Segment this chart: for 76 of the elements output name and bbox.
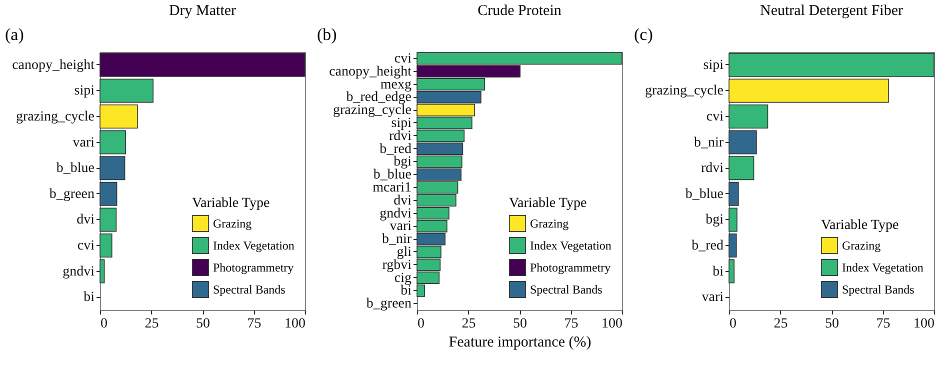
y-tick-label: canopy_height [12, 58, 95, 73]
y-tick-label: grazing_cycle [332, 103, 412, 118]
legend-label: Photogrammetry [213, 260, 294, 274]
x-tick-label: 25 [774, 316, 788, 332]
y-tick-label: bgi [394, 154, 412, 170]
x-tick-label: 25 [144, 316, 159, 332]
x-tick-label: 50 [196, 316, 210, 332]
x-tick-label: 100 [914, 316, 934, 332]
y-tick-label: rgbvi [382, 258, 412, 273]
y-tick-label: mcari1 [372, 180, 412, 196]
y-tick-label: gndvi [380, 206, 412, 222]
text: (b) [317, 25, 337, 44]
legend-label: Grazing [213, 216, 252, 230]
y-tick-label: b_nir [382, 232, 412, 248]
y-tick-label: b_blue [373, 168, 412, 183]
chart-title: Crude Protein [478, 3, 562, 19]
y-tick-label: sipi [74, 84, 95, 99]
legend-label: Spectral Bands [842, 282, 915, 296]
y-tick-label: b_blue [56, 161, 94, 176]
x-axis-title: Feature importance (%) [448, 334, 592, 350]
y-tick-label: b_blue [685, 186, 724, 202]
y-tick-label: grazing_cycle [644, 84, 724, 99]
x-tick-label: 25 [462, 316, 476, 332]
y-tick-label: rdvi [700, 161, 724, 176]
text: (a) [5, 25, 24, 44]
y-tick-label: b_green [366, 296, 412, 312]
x-tick-label: 75 [564, 316, 578, 332]
y-tick-label: vari [72, 135, 95, 150]
legend-label: Photogrammetry [530, 260, 611, 274]
legend-label: Index Vegetation [530, 238, 612, 252]
y-tick-label: cvi [394, 51, 412, 66]
x-tick-label: 100 [602, 316, 622, 332]
x-tick-label: 0 [730, 316, 736, 332]
y-tick-label: bgi [706, 212, 724, 228]
x-tick-label: 0 [100, 316, 108, 332]
chart-title: Dry Matter [168, 3, 236, 19]
y-tick-label: dvi [76, 212, 95, 228]
legend-title: Variable Type [509, 196, 587, 211]
y-tick-label: b_nir [694, 135, 724, 150]
y-tick-label: gli [396, 244, 412, 260]
x-tick-label: 100 [284, 316, 306, 332]
legend-label: Spectral Bands [213, 282, 286, 296]
y-tick-label: bi [400, 284, 412, 299]
y-tick-label: b_red [692, 238, 724, 254]
y-tick-label: b_green [49, 186, 94, 202]
x-tick-label: 75 [876, 316, 890, 332]
y-tick-label: cvi [77, 238, 95, 254]
y-tick-label: vari [390, 219, 412, 234]
legend-label: Index Vegetation [842, 260, 924, 274]
x-tick-label: 50 [513, 316, 527, 332]
y-tick-label: sipi [391, 116, 412, 131]
y-tick-label: rdvi [388, 128, 412, 144]
x-tick-label: 0 [418, 316, 424, 332]
text: (c) [634, 25, 653, 44]
y-tick-label: gndvi [62, 264, 95, 280]
x-tick-label: 50 [825, 316, 839, 332]
x-tick-label: 75 [247, 316, 262, 332]
legend-label: Grazing [530, 216, 569, 230]
y-tick-label: mexg [380, 77, 412, 92]
y-tick-label: bi [84, 290, 95, 306]
legend-label: Grazing [842, 238, 881, 252]
legend-title: Variable Type [821, 218, 899, 233]
y-tick-label: b_red [380, 142, 412, 157]
y-tick-label: cig [394, 270, 412, 286]
y-tick-label: grazing_cycle [16, 110, 94, 124]
y-tick-label: vari [702, 290, 724, 306]
legend-title: Variable Type [192, 196, 270, 211]
y-tick-label: dvi [394, 193, 412, 208]
y-tick-label: canopy_height [329, 64, 412, 80]
y-tick-label: b_red_edge [346, 90, 412, 106]
y-tick-label: cvi [706, 110, 724, 124]
y-tick-label: bi [712, 264, 724, 280]
legend-label: Spectral Bands [530, 282, 603, 296]
legend-label: Index Vegetation [213, 238, 294, 252]
y-tick-label: sipi [703, 58, 724, 73]
chart-title: Neutral Detergent Fiber [760, 3, 904, 19]
